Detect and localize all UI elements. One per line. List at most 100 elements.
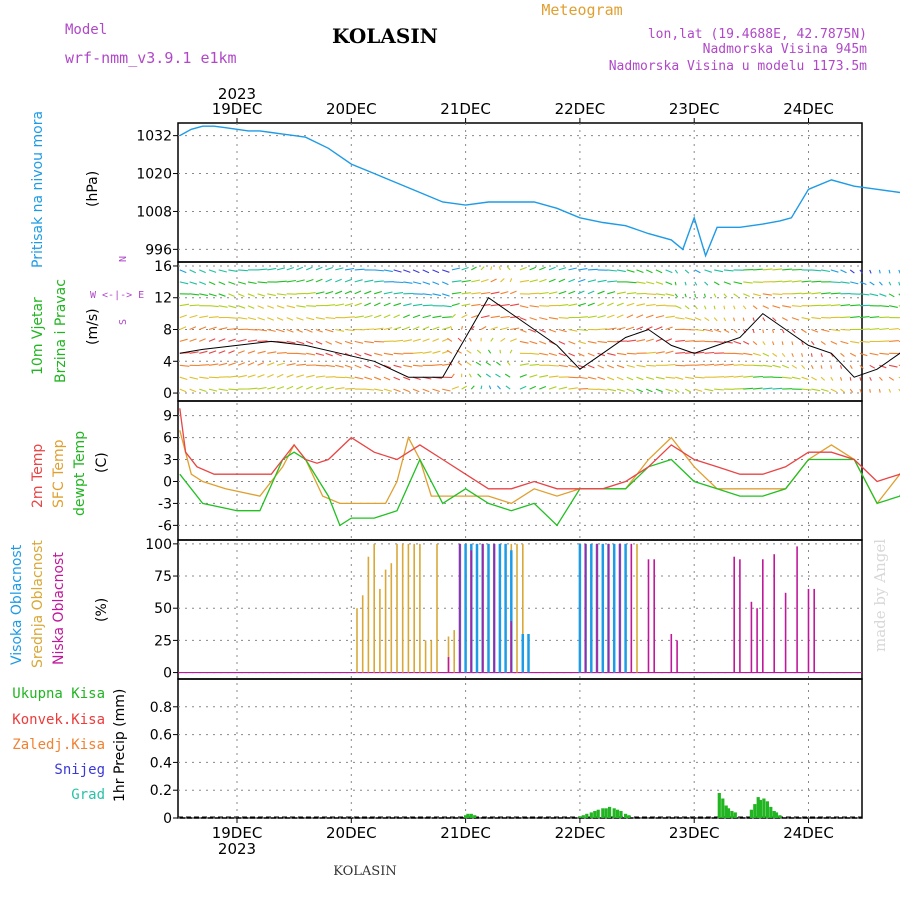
wind-barb bbox=[811, 376, 817, 381]
wind-barb bbox=[859, 293, 870, 296]
wind-barb bbox=[257, 328, 267, 332]
pressure-ylabel: Pritisak na nivou mora bbox=[30, 111, 46, 268]
wind-barb bbox=[218, 362, 228, 366]
wind-barb bbox=[495, 373, 501, 378]
wind-barb bbox=[461, 292, 472, 295]
temp-tick-label: 3 bbox=[163, 453, 172, 469]
wind-barb bbox=[315, 386, 324, 390]
station-title: KOLASIN bbox=[332, 24, 438, 48]
wind-barb bbox=[218, 388, 228, 392]
wind-barb bbox=[636, 339, 646, 342]
wind-barb bbox=[510, 327, 520, 331]
wind-barb bbox=[753, 387, 763, 390]
wind-barb bbox=[626, 339, 637, 342]
wind-barb bbox=[505, 385, 511, 390]
wind-barb bbox=[636, 388, 644, 393]
wind-barb bbox=[354, 340, 364, 344]
wind-barb bbox=[344, 290, 352, 295]
wind-barb bbox=[704, 388, 714, 392]
wind-barb bbox=[199, 338, 206, 342]
wind-barb bbox=[529, 385, 537, 390]
wind-barb bbox=[354, 290, 362, 295]
precip-legend-snow: Snijeg bbox=[54, 762, 105, 778]
wind-barb bbox=[830, 388, 837, 393]
precip-legend-total: Ukupna Kisa bbox=[12, 686, 105, 702]
wind-barb bbox=[393, 388, 401, 393]
wind-barb bbox=[675, 305, 682, 309]
wind-barb bbox=[762, 317, 766, 322]
wind-barb bbox=[208, 338, 216, 342]
wind-barb bbox=[480, 266, 485, 271]
wind-barb bbox=[228, 362, 236, 366]
wind-barb bbox=[306, 305, 317, 307]
wind-barb bbox=[781, 341, 784, 346]
wind-barb bbox=[578, 388, 589, 390]
wind-barb bbox=[218, 293, 226, 297]
wind-barb bbox=[306, 352, 316, 356]
precip-legend-hail: Grad bbox=[71, 787, 105, 803]
wind-barb bbox=[403, 269, 411, 273]
wind-barb bbox=[636, 364, 646, 368]
wind-barb bbox=[558, 290, 567, 295]
wind-barb bbox=[237, 305, 246, 309]
wind-barb bbox=[490, 326, 498, 331]
precip-total-bar bbox=[596, 809, 600, 818]
wind-barb bbox=[888, 281, 892, 286]
wind-barb bbox=[587, 340, 597, 344]
wind-barb bbox=[762, 352, 770, 357]
wind-barb bbox=[655, 338, 663, 342]
wind-barb bbox=[704, 328, 714, 332]
wind-barb bbox=[733, 281, 743, 285]
wind-barb bbox=[393, 292, 404, 295]
wind-barb bbox=[694, 269, 701, 274]
wind-barb bbox=[850, 281, 859, 285]
dewpt-temp-line bbox=[179, 451, 900, 527]
wind-barb bbox=[782, 376, 792, 379]
wind-barb bbox=[286, 328, 294, 333]
wind-barb bbox=[626, 326, 635, 331]
wind-barb bbox=[335, 340, 343, 345]
wind-barb bbox=[466, 349, 472, 354]
precip-total-bar bbox=[601, 808, 605, 818]
wind-barb bbox=[442, 293, 450, 297]
wind-barb bbox=[364, 290, 372, 295]
wind-barb bbox=[898, 388, 900, 392]
wind-barb bbox=[296, 340, 305, 345]
wind-barb bbox=[276, 328, 285, 333]
wind-barb bbox=[791, 341, 794, 346]
wind-barb bbox=[189, 326, 197, 331]
wind-barb bbox=[821, 292, 831, 295]
wind-barb bbox=[781, 329, 785, 334]
wind-barb bbox=[529, 279, 538, 283]
wind-barb bbox=[782, 280, 792, 283]
wind-barb bbox=[199, 388, 207, 393]
wind-barb bbox=[879, 305, 890, 308]
wind-barb bbox=[801, 353, 804, 357]
wind-barb bbox=[218, 281, 226, 286]
wind-barb bbox=[519, 363, 529, 366]
wind-barb bbox=[869, 316, 880, 319]
wind-barb bbox=[286, 385, 294, 390]
wind-barb bbox=[344, 328, 355, 332]
wind-barb bbox=[869, 281, 875, 286]
day-label-top: 24DEC bbox=[783, 100, 834, 118]
wind-barb bbox=[568, 387, 578, 390]
wind-barb bbox=[568, 328, 578, 332]
wind-barb bbox=[772, 352, 778, 357]
precip-total-bar bbox=[604, 808, 608, 818]
wind-barb bbox=[607, 352, 616, 356]
wind-barb bbox=[374, 314, 382, 319]
wind-barb bbox=[791, 292, 802, 295]
wind-ylabel-2: Brzina i Pravac bbox=[53, 279, 69, 383]
wind-barb bbox=[189, 388, 197, 393]
wind-barb bbox=[830, 352, 834, 358]
cloud-label-mid: Srednja Oblacnost bbox=[30, 540, 46, 668]
wind-barb bbox=[383, 388, 392, 392]
wind-barb bbox=[850, 304, 861, 307]
wind-barb bbox=[179, 376, 188, 381]
wind-barb bbox=[607, 302, 614, 307]
wind-barb bbox=[500, 315, 510, 319]
precip-total-bar bbox=[473, 815, 477, 818]
wind-barb bbox=[811, 280, 822, 283]
